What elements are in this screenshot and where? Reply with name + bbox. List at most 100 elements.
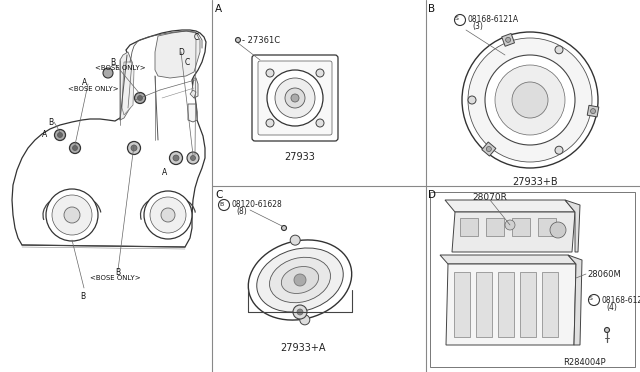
Circle shape [266, 69, 274, 77]
Circle shape [64, 207, 80, 223]
Bar [476, 272, 492, 337]
Circle shape [138, 96, 143, 100]
Circle shape [294, 274, 306, 286]
Circle shape [236, 38, 241, 42]
Circle shape [173, 155, 179, 161]
Polygon shape [122, 62, 134, 115]
Circle shape [285, 88, 305, 108]
Text: D: D [178, 48, 184, 57]
Circle shape [58, 132, 63, 138]
FancyBboxPatch shape [258, 61, 332, 135]
Text: B: B [80, 292, 85, 301]
Polygon shape [482, 142, 496, 156]
Text: 27933: 27933 [284, 152, 315, 162]
Polygon shape [188, 104, 197, 122]
Bar [460, 218, 478, 236]
Polygon shape [568, 255, 582, 345]
Text: 27933+B: 27933+B [512, 177, 557, 187]
Text: B: B [219, 202, 223, 206]
Circle shape [462, 32, 598, 168]
Circle shape [290, 235, 300, 245]
Bar [538, 218, 556, 236]
Circle shape [72, 145, 77, 151]
Circle shape [191, 155, 195, 160]
Text: <BOSE ONLY>: <BOSE ONLY> [95, 65, 146, 71]
Circle shape [468, 96, 476, 104]
Circle shape [266, 119, 274, 127]
Ellipse shape [257, 248, 343, 312]
Circle shape [54, 129, 65, 141]
Circle shape [131, 145, 137, 151]
Circle shape [297, 309, 303, 315]
Polygon shape [565, 200, 580, 252]
Bar [454, 272, 470, 337]
Circle shape [486, 147, 492, 151]
Text: B: B [48, 118, 53, 127]
Bar [486, 218, 504, 236]
Text: A: A [82, 78, 87, 87]
Circle shape [591, 109, 596, 113]
Circle shape [454, 15, 465, 26]
Circle shape [52, 195, 92, 235]
Circle shape [555, 146, 563, 154]
Circle shape [282, 225, 287, 231]
Text: <BOSE ONLY>: <BOSE ONLY> [90, 275, 141, 281]
Polygon shape [440, 255, 576, 264]
Circle shape [495, 65, 565, 135]
Bar [520, 272, 536, 337]
Ellipse shape [248, 240, 352, 320]
Text: D: D [428, 190, 436, 200]
Circle shape [589, 295, 600, 305]
Circle shape [316, 69, 324, 77]
Text: B: B [110, 58, 115, 67]
Text: C: C [194, 33, 199, 42]
Text: B: B [428, 4, 435, 14]
Circle shape [134, 93, 145, 103]
Circle shape [505, 220, 515, 230]
Text: R284004P: R284004P [563, 358, 605, 367]
Circle shape [605, 327, 609, 333]
Text: A: A [215, 4, 222, 14]
Polygon shape [446, 264, 576, 345]
Circle shape [70, 142, 81, 154]
Polygon shape [155, 31, 200, 78]
Circle shape [170, 151, 182, 164]
Circle shape [485, 55, 575, 145]
Text: C: C [215, 190, 222, 200]
Text: - 27361C: - 27361C [242, 36, 280, 45]
Polygon shape [588, 105, 599, 117]
Circle shape [300, 315, 310, 325]
Polygon shape [502, 33, 515, 46]
FancyBboxPatch shape [252, 55, 338, 141]
Bar [430, 192, 635, 367]
Circle shape [275, 78, 315, 118]
Polygon shape [445, 200, 575, 212]
Circle shape [293, 305, 307, 319]
Circle shape [187, 152, 199, 164]
Circle shape [161, 208, 175, 222]
Circle shape [46, 189, 98, 241]
Text: S: S [589, 296, 593, 301]
Ellipse shape [282, 266, 319, 294]
Circle shape [103, 68, 113, 78]
Text: 28060M: 28060M [587, 270, 621, 279]
Ellipse shape [269, 257, 330, 303]
Circle shape [267, 70, 323, 126]
Circle shape [468, 38, 592, 162]
Circle shape [555, 46, 563, 54]
Text: A: A [162, 168, 167, 177]
Bar [498, 272, 514, 337]
Bar [542, 272, 558, 337]
Text: A: A [42, 130, 47, 139]
Circle shape [506, 37, 511, 42]
Circle shape [316, 119, 324, 127]
Circle shape [218, 199, 230, 211]
Text: 28070R: 28070R [472, 193, 507, 202]
Text: 08168-6121A: 08168-6121A [468, 15, 519, 24]
Circle shape [512, 82, 548, 118]
Text: S: S [455, 16, 459, 22]
Polygon shape [192, 78, 198, 98]
Text: 27933+A: 27933+A [280, 343, 326, 353]
Text: (3): (3) [472, 22, 483, 31]
Polygon shape [190, 90, 196, 98]
